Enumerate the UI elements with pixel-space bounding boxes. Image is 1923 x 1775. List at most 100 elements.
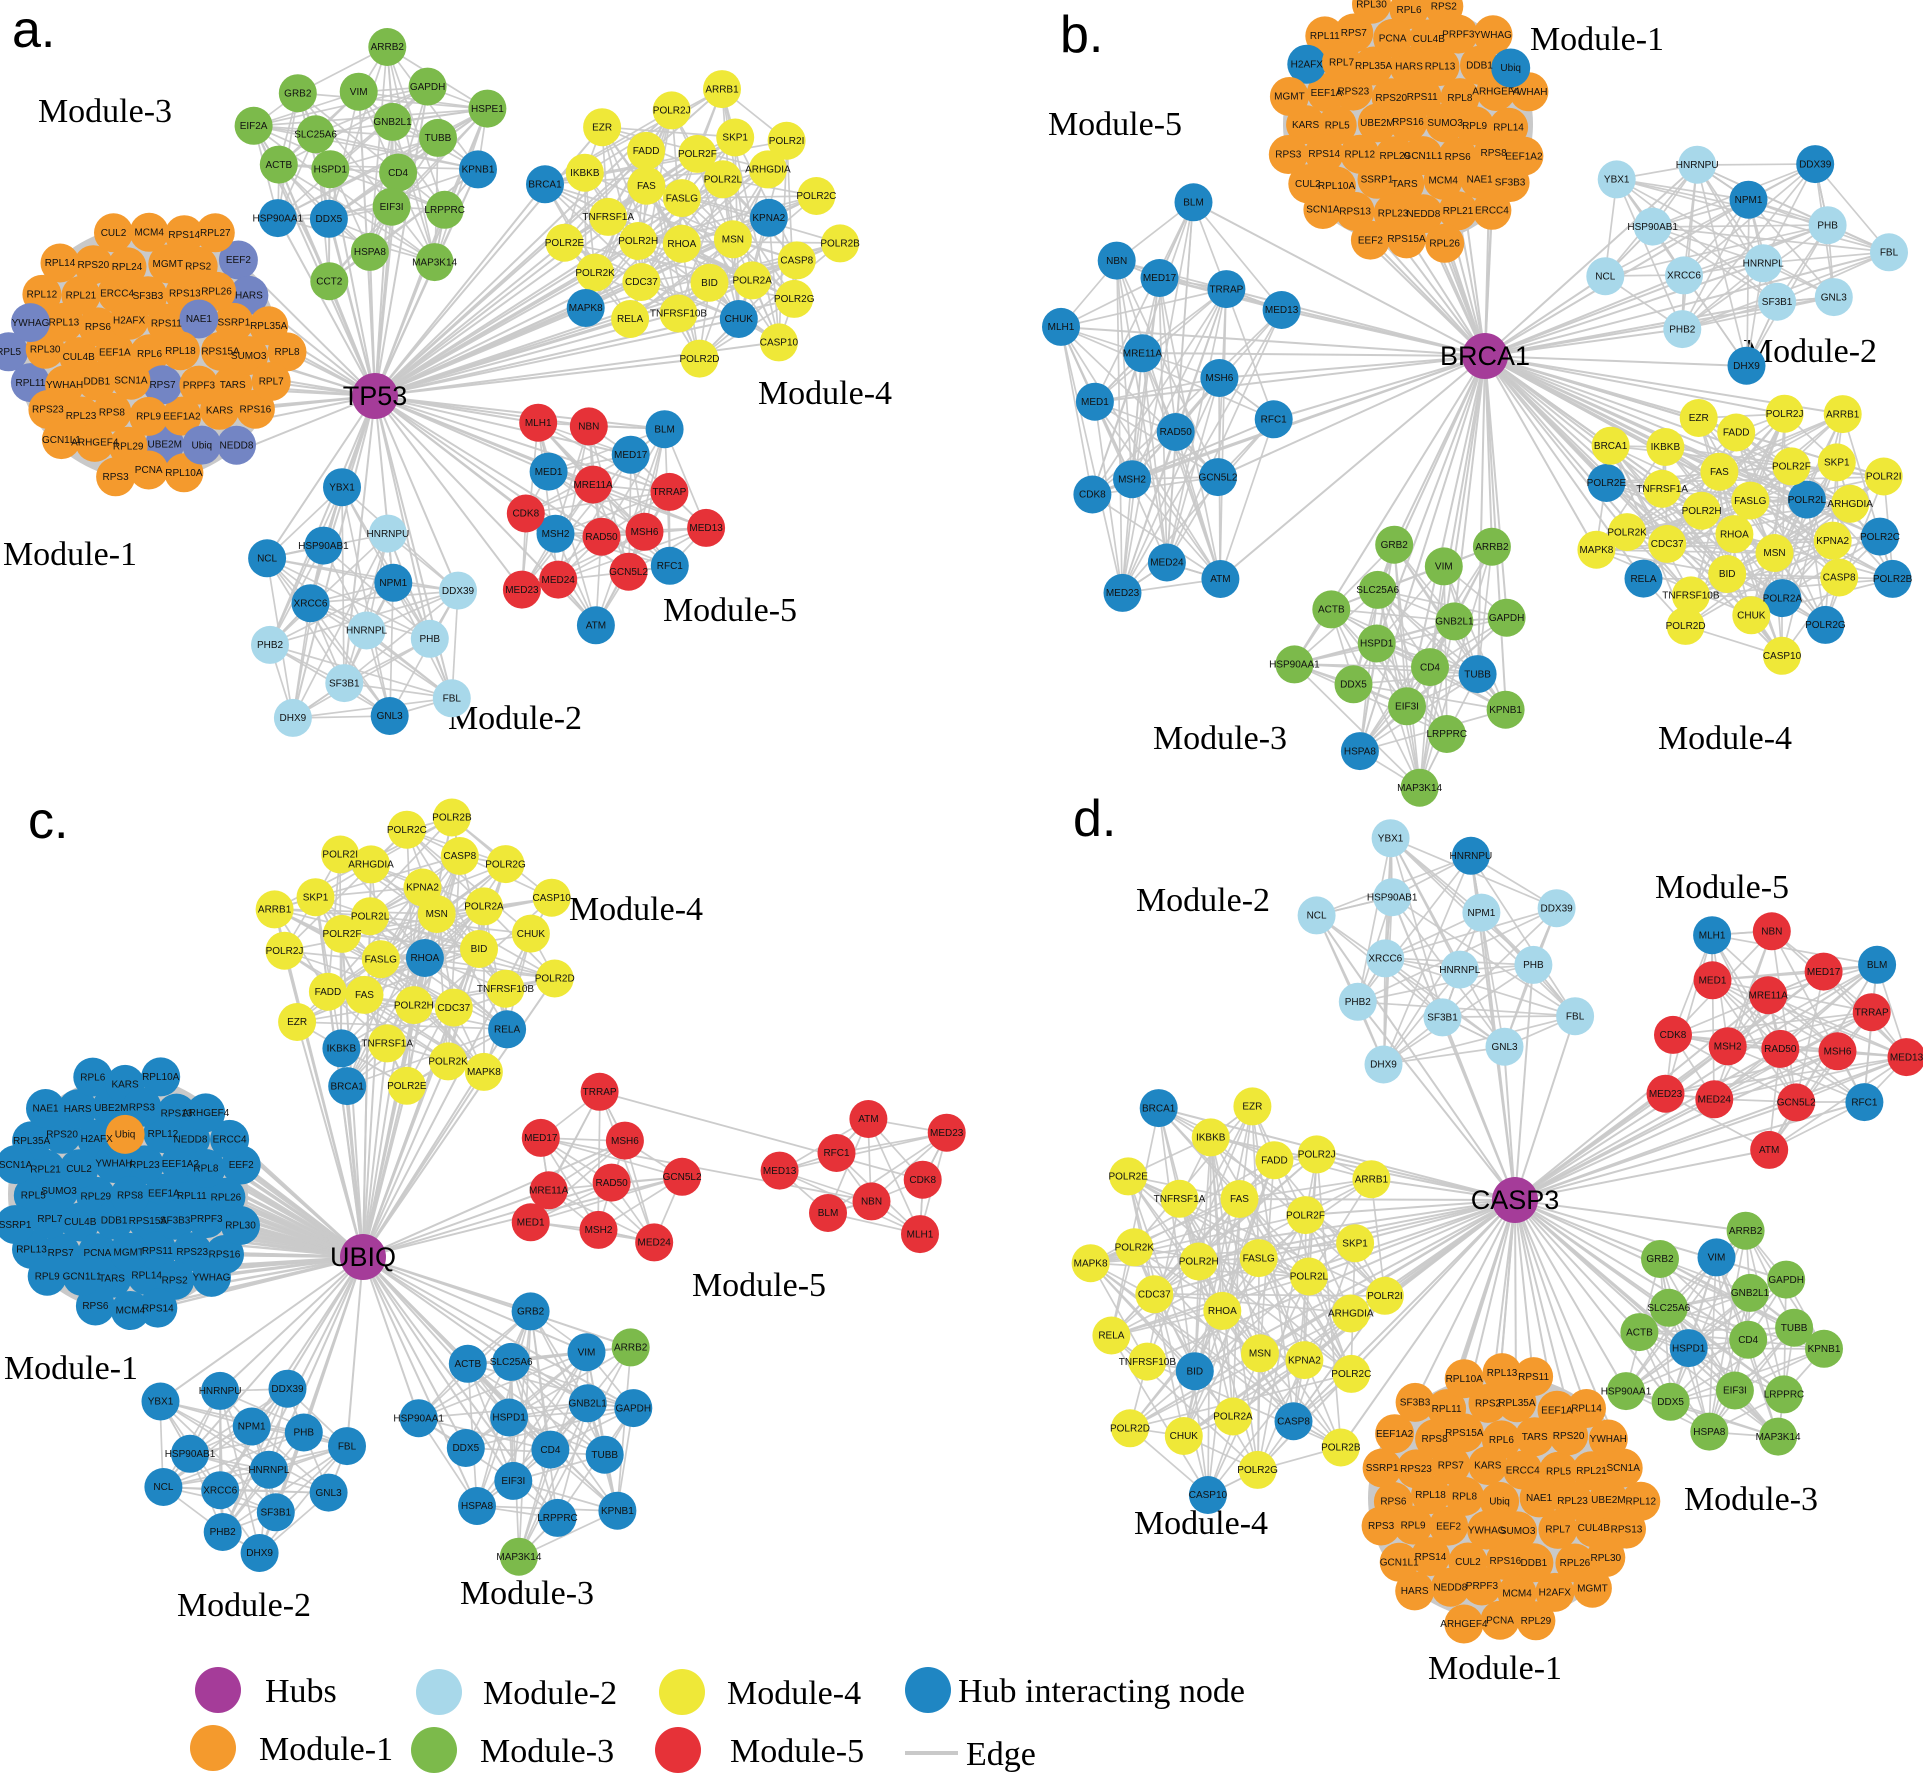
svg-text:RPS6: RPS6 <box>85 322 112 333</box>
svg-text:Module-5: Module-5 <box>1655 869 1789 906</box>
svg-text:GNL3: GNL3 <box>1491 1042 1518 1053</box>
svg-text:KPNB1: KPNB1 <box>1489 705 1522 716</box>
svg-text:MED13: MED13 <box>1890 1052 1923 1063</box>
svg-text:GCN1L1: GCN1L1 <box>63 1272 102 1283</box>
svg-text:a.: a. <box>12 1 55 59</box>
svg-text:TNFRSF10B: TNFRSF10B <box>650 309 708 320</box>
svg-text:PHB: PHB <box>1817 220 1838 231</box>
svg-text:CDC37: CDC37 <box>1651 539 1684 550</box>
svg-text:VIM: VIM <box>350 87 368 98</box>
svg-text:KARS: KARS <box>1474 1461 1502 1472</box>
svg-text:DDB1: DDB1 <box>1466 60 1493 71</box>
svg-text:GNL3: GNL3 <box>1821 292 1848 303</box>
svg-text:RPL13: RPL13 <box>1487 1368 1518 1379</box>
svg-text:DDX5: DDX5 <box>1657 1397 1684 1408</box>
svg-text:HNRNPL: HNRNPL <box>1743 259 1785 270</box>
svg-text:GCN5L2: GCN5L2 <box>609 567 648 578</box>
svg-text:CHUK: CHUK <box>1170 1431 1199 1442</box>
svg-text:RAD50: RAD50 <box>1764 1044 1797 1055</box>
svg-text:RAD50: RAD50 <box>595 1178 628 1189</box>
svg-text:HSPD1: HSPD1 <box>314 164 348 175</box>
svg-text:POLR2E: POLR2E <box>1108 1172 1148 1183</box>
svg-text:RPL12: RPL12 <box>1345 149 1376 160</box>
svg-text:RPL18: RPL18 <box>1415 1490 1446 1501</box>
svg-text:HSPA8: HSPA8 <box>461 1501 493 1512</box>
svg-text:RPL35A: RPL35A <box>250 321 288 332</box>
svg-text:CASP8: CASP8 <box>1277 1416 1310 1427</box>
svg-text:GCN1L1: GCN1L1 <box>42 435 81 446</box>
svg-text:SF3B3: SF3B3 <box>1495 178 1526 189</box>
svg-text:DHX9: DHX9 <box>246 1548 273 1559</box>
svg-text:BRCA1: BRCA1 <box>1594 441 1628 452</box>
svg-text:POLR2J: POLR2J <box>1766 409 1804 420</box>
svg-text:TRRAP: TRRAP <box>1209 284 1243 295</box>
svg-text:RPS8: RPS8 <box>1422 1434 1449 1445</box>
svg-text:RPL35A: RPL35A <box>1355 61 1393 72</box>
svg-text:Ubiq: Ubiq <box>1489 1497 1510 1508</box>
svg-text:RPS13: RPS13 <box>1611 1524 1643 1535</box>
svg-text:EIF3I: EIF3I <box>1395 702 1419 713</box>
svg-text:GNB2L1: GNB2L1 <box>373 117 412 128</box>
svg-text:MCM4: MCM4 <box>1502 1589 1532 1600</box>
svg-text:RPS11: RPS11 <box>142 1246 173 1257</box>
svg-text:RPS16: RPS16 <box>209 1250 241 1261</box>
svg-text:RPL7: RPL7 <box>1329 57 1354 68</box>
svg-text:ARHGEF4: ARHGEF4 <box>1472 87 1520 98</box>
svg-text:PCNA: PCNA <box>84 1248 112 1259</box>
svg-text:VIM: VIM <box>578 1347 596 1358</box>
svg-text:POLR2C: POLR2C <box>387 825 427 836</box>
svg-text:FADD: FADD <box>315 987 342 998</box>
svg-text:POLR2D: POLR2D <box>679 354 719 365</box>
svg-text:Module-5: Module-5 <box>1048 106 1182 143</box>
svg-text:RPL9: RPL9 <box>35 1271 60 1282</box>
svg-text:Module-3: Module-3 <box>1684 1481 1818 1518</box>
svg-text:RPL29: RPL29 <box>1521 1616 1552 1627</box>
svg-text:POLR2I: POLR2I <box>322 850 358 861</box>
svg-text:MSH2: MSH2 <box>1714 1042 1742 1053</box>
svg-text:EEF1A: EEF1A <box>99 347 131 358</box>
svg-text:TNFRSF1A: TNFRSF1A <box>582 212 634 223</box>
svg-text:POLR2A: POLR2A <box>1763 593 1803 604</box>
svg-text:POLR2F: POLR2F <box>678 149 717 160</box>
svg-text:PRPF3: PRPF3 <box>1442 29 1475 40</box>
svg-text:ARHGEF4: ARHGEF4 <box>71 438 119 449</box>
svg-text:TNFRSF1A: TNFRSF1A <box>1636 484 1688 495</box>
svg-text:POLR2C: POLR2C <box>1860 532 1900 543</box>
svg-text:GAPDH: GAPDH <box>1768 1275 1804 1286</box>
svg-text:RFC1: RFC1 <box>1261 415 1288 426</box>
svg-text:RPL14: RPL14 <box>1493 122 1524 133</box>
svg-text:DHX9: DHX9 <box>280 713 307 724</box>
svg-text:RPL5: RPL5 <box>1325 120 1350 131</box>
svg-text:BRCA1: BRCA1 <box>331 1081 365 1092</box>
svg-text:YBX1: YBX1 <box>329 482 355 493</box>
svg-text:VIM: VIM <box>1708 1253 1726 1264</box>
svg-text:MSN: MSN <box>1763 548 1785 559</box>
svg-text:Module-5: Module-5 <box>730 1733 864 1770</box>
svg-text:RPL35A: RPL35A <box>13 1136 51 1147</box>
svg-text:HSP90AA1: HSP90AA1 <box>1269 660 1320 671</box>
svg-text:TRRAP: TRRAP <box>1855 1007 1889 1018</box>
svg-text:EIF2A: EIF2A <box>240 121 268 132</box>
svg-text:MAPK8: MAPK8 <box>1579 545 1613 556</box>
svg-text:NEDD8: NEDD8 <box>1406 209 1440 220</box>
svg-text:RPS8: RPS8 <box>1481 148 1508 159</box>
svg-text:MED13: MED13 <box>763 1166 797 1177</box>
svg-text:CUL4B: CUL4B <box>1578 1523 1611 1534</box>
svg-text:CUL2: CUL2 <box>101 228 127 239</box>
svg-text:YBX1: YBX1 <box>1378 833 1404 844</box>
svg-text:RPS3: RPS3 <box>1368 1521 1395 1532</box>
svg-text:MSH2: MSH2 <box>585 1225 613 1236</box>
svg-text:RPL29: RPL29 <box>81 1191 112 1202</box>
svg-text:ERCC4: ERCC4 <box>1475 206 1509 217</box>
svg-text:DHX9: DHX9 <box>1370 1060 1397 1071</box>
svg-text:GCN1L1: GCN1L1 <box>1404 151 1443 162</box>
svg-text:ATM: ATM <box>1759 1145 1779 1156</box>
svg-text:Module-3: Module-3 <box>38 93 172 130</box>
svg-text:MED24: MED24 <box>638 1238 672 1249</box>
svg-text:SF3B1: SF3B1 <box>329 678 360 689</box>
svg-text:RHOA: RHOA <box>410 953 439 964</box>
svg-text:MSN: MSN <box>722 235 744 246</box>
svg-text:CDK8: CDK8 <box>1079 490 1106 501</box>
svg-text:MAPK8: MAPK8 <box>467 1067 501 1078</box>
svg-text:RPL12: RPL12 <box>1626 1497 1657 1508</box>
